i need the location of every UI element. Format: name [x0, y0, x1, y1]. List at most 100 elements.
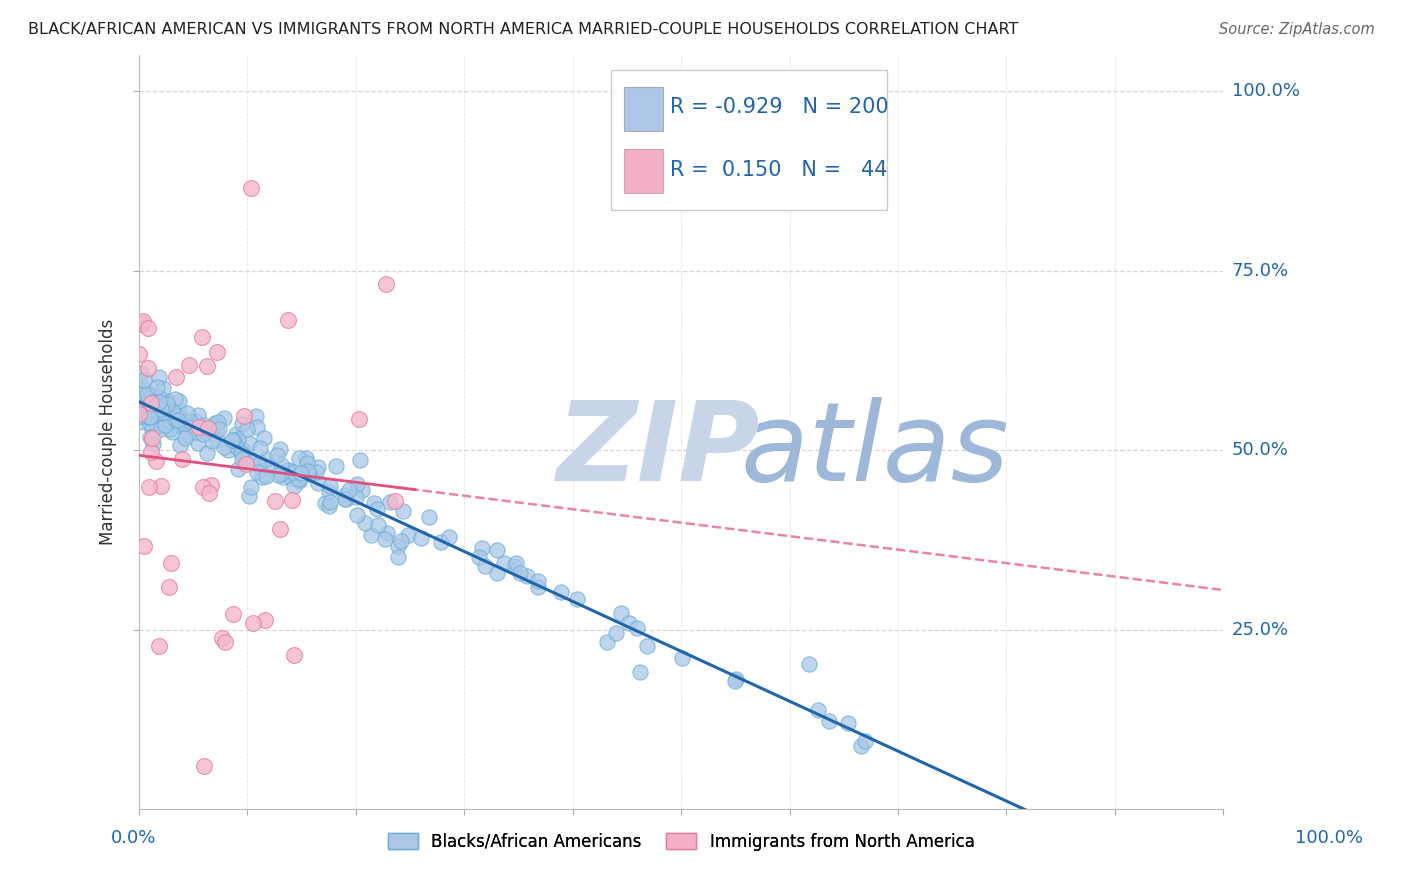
Point — [225, 426, 247, 441]
Point — [208, 422, 231, 436]
Point — [242, 454, 264, 468]
Point — [138, 409, 160, 423]
Point — [474, 559, 496, 574]
Text: 50.0%: 50.0% — [1232, 441, 1288, 459]
Point — [136, 361, 159, 376]
Point — [288, 451, 311, 466]
Point — [142, 416, 165, 430]
Point — [174, 418, 197, 433]
Point — [610, 606, 633, 620]
Point — [193, 759, 215, 773]
Point — [246, 458, 269, 472]
Point — [264, 493, 287, 508]
Point — [131, 318, 153, 332]
Point — [222, 607, 245, 621]
Point — [162, 425, 184, 439]
Point — [159, 422, 181, 436]
Point — [283, 479, 305, 493]
Point — [138, 321, 160, 335]
Point — [505, 556, 527, 570]
Point — [139, 430, 162, 444]
Point — [246, 465, 269, 479]
Point — [305, 465, 328, 479]
Point — [280, 471, 302, 485]
Point — [259, 460, 281, 475]
Point — [160, 556, 183, 570]
Point — [287, 472, 309, 486]
Point — [411, 531, 433, 545]
Point — [527, 580, 550, 594]
Point — [374, 533, 396, 547]
Point — [142, 409, 165, 423]
Point — [367, 518, 389, 533]
Point — [626, 621, 648, 635]
Point — [173, 431, 195, 445]
Point — [360, 528, 382, 542]
Point — [225, 440, 247, 454]
Point — [148, 399, 170, 413]
Point — [429, 535, 451, 549]
Point — [141, 432, 163, 446]
Point — [187, 419, 209, 434]
Point — [152, 405, 174, 419]
Text: BLACK/AFRICAN AMERICAN VS IMMIGRANTS FROM NORTH AMERICA MARRIED-COUPLE HOUSEHOLD: BLACK/AFRICAN AMERICAN VS IMMIGRANTS FRO… — [28, 22, 1018, 37]
Point — [363, 496, 385, 510]
Text: atlas: atlas — [741, 398, 1010, 504]
Point — [128, 347, 150, 361]
Point — [132, 401, 155, 416]
Point — [797, 657, 820, 672]
Point — [166, 413, 188, 427]
Point — [148, 369, 170, 384]
Text: 100.0%: 100.0% — [1232, 82, 1299, 100]
Point — [288, 474, 311, 488]
Point — [494, 556, 516, 570]
Text: 100.0%: 100.0% — [1295, 829, 1362, 847]
Point — [186, 425, 208, 439]
Point — [193, 417, 215, 432]
Text: Source: ZipAtlas.com: Source: ZipAtlas.com — [1219, 22, 1375, 37]
Point — [238, 489, 260, 503]
Point — [418, 509, 440, 524]
Point — [128, 407, 150, 421]
Point — [335, 491, 357, 506]
Point — [150, 422, 173, 436]
Point — [389, 534, 412, 549]
Point — [628, 665, 651, 679]
Point — [344, 490, 367, 504]
Point — [232, 442, 254, 457]
Point — [387, 539, 409, 553]
Point — [157, 417, 180, 432]
Point — [347, 412, 370, 426]
Point — [245, 409, 267, 424]
Point — [266, 448, 288, 462]
Point — [221, 433, 243, 447]
Point — [148, 390, 170, 404]
Point — [148, 395, 170, 409]
Point — [280, 493, 302, 508]
Point — [145, 454, 167, 468]
Point — [724, 672, 747, 686]
Point — [157, 580, 180, 594]
Point — [392, 504, 415, 518]
Point — [141, 444, 163, 458]
Point — [337, 483, 360, 497]
Point — [565, 592, 588, 607]
Point — [277, 467, 299, 482]
Point — [318, 485, 340, 500]
Point — [191, 480, 214, 494]
Point — [153, 417, 176, 432]
Point — [818, 714, 841, 728]
Point — [277, 463, 299, 477]
Point — [550, 585, 572, 599]
Point — [273, 469, 295, 483]
Point — [152, 412, 174, 426]
Point — [136, 395, 159, 409]
Point — [246, 420, 269, 434]
Point — [134, 539, 156, 553]
Point — [139, 418, 162, 433]
Point — [138, 386, 160, 401]
Point — [146, 380, 169, 394]
Point — [165, 370, 187, 384]
Point — [132, 407, 155, 421]
Point — [314, 496, 336, 510]
